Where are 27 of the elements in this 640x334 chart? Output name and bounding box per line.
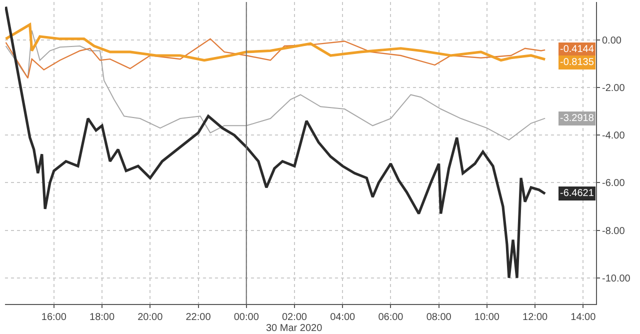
data-label: -3.2918 xyxy=(560,113,594,124)
x-tick-label: 22:00 xyxy=(186,312,212,323)
x-tick-label: 18:00 xyxy=(90,312,115,323)
line-series xyxy=(5,38,546,79)
y-tick-label: -10.00 xyxy=(602,273,631,284)
line-series xyxy=(5,5,546,280)
y-tick-label: -2.00 xyxy=(602,83,626,94)
text: 30 Mar 2020 xyxy=(266,323,323,334)
x-tick-label: 14:00 xyxy=(570,312,596,323)
x-tick-label: 04:00 xyxy=(330,312,356,323)
y-tick-label: 0.00 xyxy=(602,36,622,47)
y-tick-label: -8.00 xyxy=(602,226,626,237)
data-label: -0.8135 xyxy=(560,57,594,68)
x-tick-label: 12:00 xyxy=(522,312,548,323)
x-tick-label: 00:00 xyxy=(234,312,260,323)
y-tick-label: -4.00 xyxy=(602,130,626,142)
y-tick-label: -6.00 xyxy=(602,178,626,190)
x-tick-label: 06:00 xyxy=(378,312,404,323)
x-tick-label: 10:00 xyxy=(474,312,500,323)
line-series xyxy=(5,23,546,62)
x-tick-label: 20:00 xyxy=(138,312,164,323)
x-tick-label: 16:00 xyxy=(41,312,67,323)
x-tick-label: 02:00 xyxy=(282,312,308,323)
data-label: -0.4144 xyxy=(560,44,594,55)
x-tick-label: 08:00 xyxy=(426,312,452,323)
line-series xyxy=(5,30,546,140)
data-label: -6.4621 xyxy=(560,188,594,199)
